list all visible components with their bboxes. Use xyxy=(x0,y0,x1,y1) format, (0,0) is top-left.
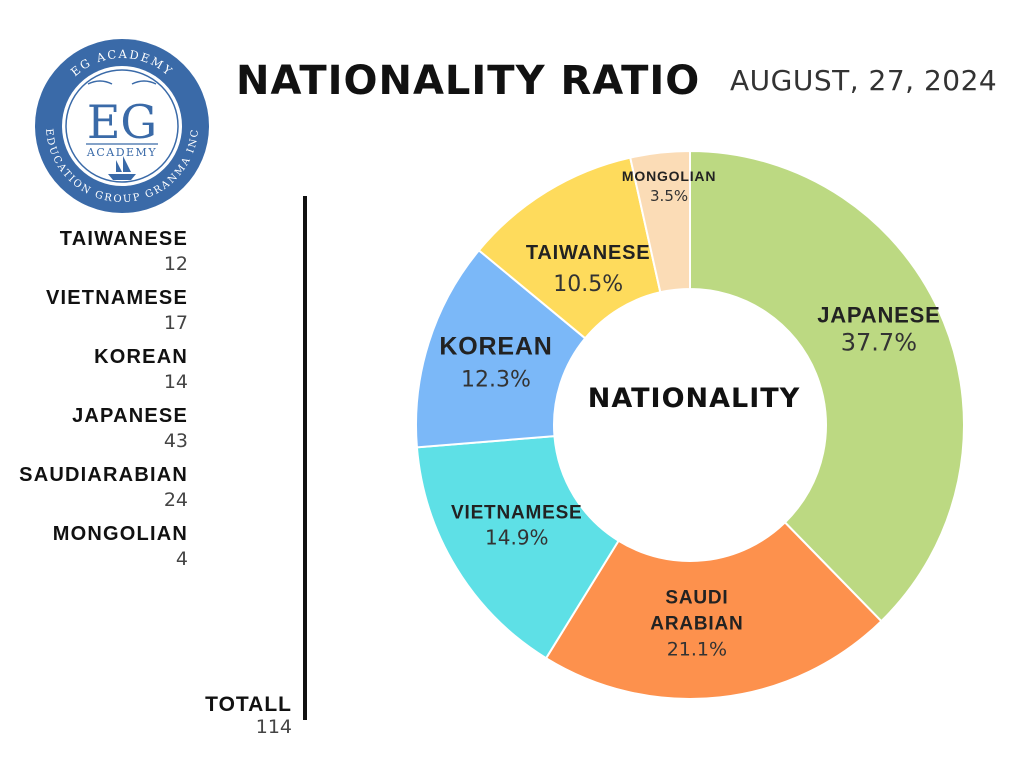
total-label: TOTALL xyxy=(205,693,292,716)
ship-icon xyxy=(108,156,136,180)
total-block: TOTALL 114 xyxy=(205,693,292,739)
slice-label-saudi-arabian: SAUDI xyxy=(665,588,728,609)
slice-korean xyxy=(415,248,587,449)
slice-label-mongolian: MONGOLIAN xyxy=(622,168,716,184)
logo-ornament xyxy=(87,80,157,85)
list-item: SAUDIARABIAN 24 xyxy=(19,462,188,512)
nationality-count: 4 xyxy=(175,548,188,570)
logo-monogram: EG xyxy=(87,95,157,149)
list-item: KOREAN 14 xyxy=(19,344,188,394)
nationality-name: TAIWANESE xyxy=(59,228,188,250)
slice-japanese xyxy=(689,149,965,623)
slice-label-taiwanese: TAIWANESE xyxy=(526,242,651,264)
list-item: TAIWANESE 12 xyxy=(19,226,188,276)
slice-mongolian xyxy=(629,149,691,294)
list-item: VIETNAMESE 17 xyxy=(19,285,188,335)
slice-value-japanese: 37.7% xyxy=(841,328,917,356)
nationality-name: JAPANESE xyxy=(72,405,188,427)
logo-subtitle: ACADEMY xyxy=(86,146,157,159)
slice-value-vietnamese: 14.9% xyxy=(485,526,549,550)
slice-value-mongolian: 3.5% xyxy=(650,187,688,205)
slice-label-saudi-arabian: ARABIAN xyxy=(650,613,743,634)
nationality-count: 43 xyxy=(163,430,188,452)
nationality-name: VIETNAMESE xyxy=(45,287,188,309)
slice-label-japanese: JAPANESE xyxy=(817,302,940,327)
nationality-name: KOREAN xyxy=(94,346,188,368)
slice-value-korean: 12.3% xyxy=(461,368,531,393)
page-title: NATIONALITY RATIO xyxy=(236,58,701,104)
nationality-count: 14 xyxy=(163,371,188,393)
total-value: 114 xyxy=(255,716,292,738)
nationality-count-list: TAIWANESE 12 VIETNAMESE 17 KOREAN 14 JAP… xyxy=(19,226,188,580)
nationality-count: 17 xyxy=(163,312,188,334)
slice-value-saudi-arabian: 21.1% xyxy=(667,638,727,660)
slice-label-korean: KOREAN xyxy=(439,333,552,361)
eg-academy-logo: EG ACADEMY EDUCATION GROUP GRANMA INC EG… xyxy=(35,39,209,213)
slice-vietnamese xyxy=(415,435,620,660)
nationality-name: MONGOLIAN xyxy=(52,523,188,545)
donut-center-label: NATIONALITY xyxy=(588,383,801,414)
logo-inner-border xyxy=(65,69,179,183)
nationality-count: 24 xyxy=(163,489,188,511)
nationality-name: SAUDIARABIAN xyxy=(19,464,188,486)
list-item: JAPANESE 43 xyxy=(19,403,188,453)
slice-value-taiwanese: 10.5% xyxy=(553,272,623,297)
vertical-divider xyxy=(303,196,307,720)
list-item: MONGOLIAN 4 xyxy=(19,521,188,571)
nationality-count: 12 xyxy=(163,253,188,275)
report-date: AUGUST, 27, 2024 xyxy=(730,64,998,97)
logo-inner-disc xyxy=(62,66,182,186)
slice-saudi-arabian xyxy=(544,520,883,700)
slice-label-vietnamese: VIETNAMESE xyxy=(451,503,583,524)
